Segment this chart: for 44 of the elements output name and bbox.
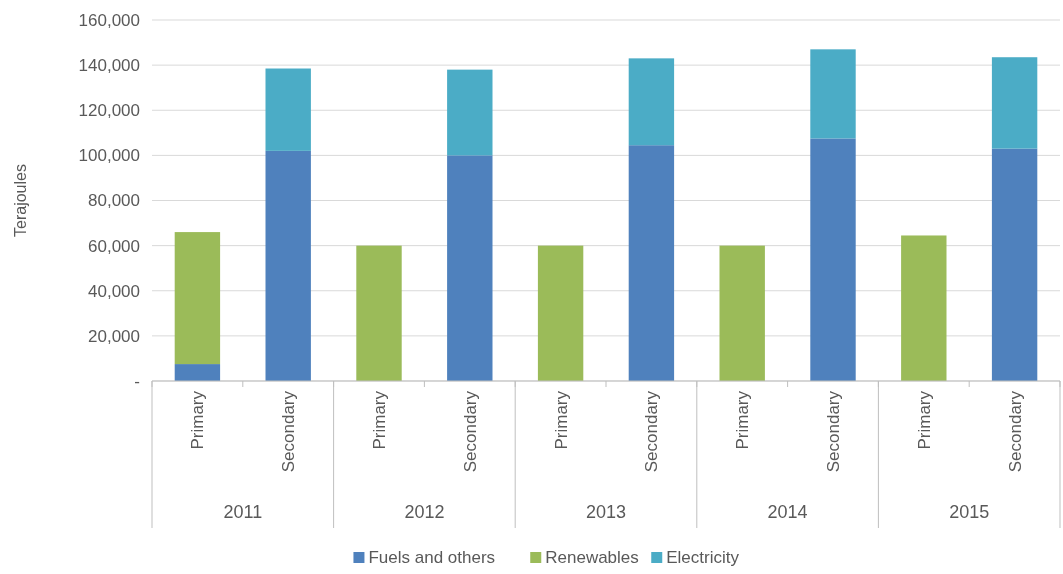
x-tick-label: Primary	[914, 390, 934, 450]
bar	[810, 138, 856, 381]
x-tick-label: Secondary	[824, 390, 843, 473]
bar	[628, 58, 675, 146]
bar	[537, 245, 584, 381]
legend-label: Electricity	[666, 548, 740, 567]
bar	[265, 150, 311, 381]
y-axis-title: Terajoules	[12, 164, 29, 237]
bar	[810, 49, 856, 139]
y-tick-label: 20,000	[88, 326, 140, 346]
x-tick-label: Secondary	[279, 390, 299, 473]
bar	[991, 148, 1038, 381]
text: 2014	[767, 502, 808, 522]
text: 2015	[949, 502, 990, 522]
y-tick-label: 40,000	[88, 281, 140, 301]
x-tick-label: Primary	[551, 390, 571, 450]
y-tick-label: 160,000	[78, 10, 140, 30]
y-tick-label: 80,000	[88, 191, 140, 211]
bar	[991, 57, 1038, 149]
bar	[447, 155, 493, 381]
text: 2012	[404, 502, 445, 522]
bar	[174, 232, 221, 365]
x-tick-label: Secondary	[1005, 390, 1025, 473]
x-tick-label: Primary	[188, 390, 208, 450]
bar	[174, 364, 221, 381]
bar	[719, 245, 765, 381]
x-tick-label: Primary	[733, 390, 753, 450]
legend-label: Fuels and others	[368, 548, 496, 567]
x-tick-label: Secondary	[460, 390, 480, 473]
legend-label: Renewables	[545, 548, 639, 567]
y-tick-label: 60,000	[88, 236, 140, 256]
y-tick-label: 120,000	[78, 101, 140, 121]
x-tick-label: Primary	[370, 390, 389, 450]
bar	[447, 69, 493, 156]
bar	[628, 145, 675, 381]
y-tick-label: 140,000	[78, 56, 140, 76]
bar	[901, 235, 947, 381]
y-tick-label: 100,000	[78, 146, 140, 166]
y-tick-label: -	[134, 371, 140, 391]
text: 2011	[223, 502, 263, 522]
bar	[265, 68, 311, 151]
bar	[356, 245, 402, 381]
text: 2013	[585, 502, 627, 522]
x-tick-label: Secondary	[642, 390, 662, 473]
